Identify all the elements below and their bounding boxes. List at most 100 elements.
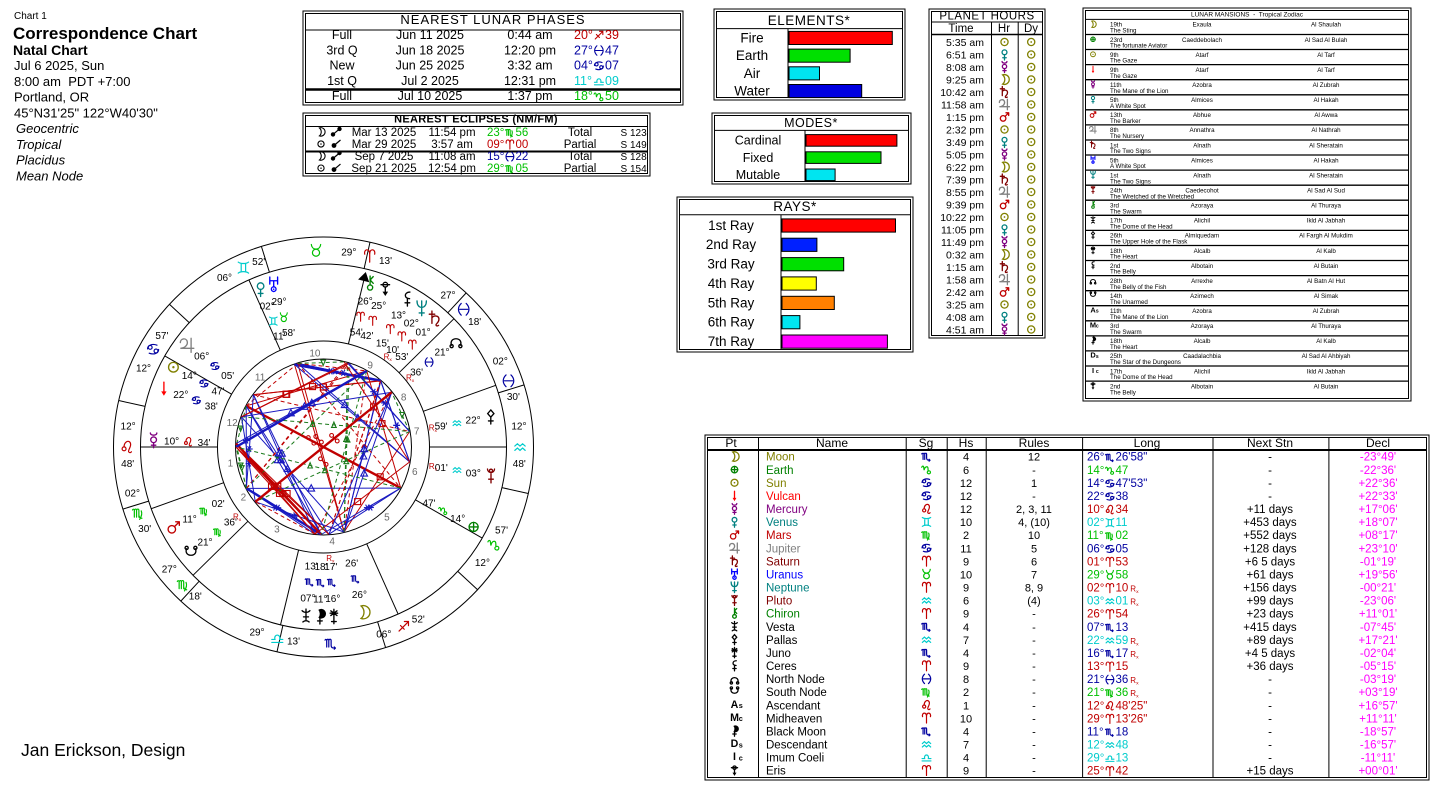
svg-text:Full: Full bbox=[332, 28, 352, 42]
svg-text:Caeddebolach: Caeddebolach bbox=[1182, 37, 1222, 44]
svg-text:Azimech: Azimech bbox=[1190, 293, 1214, 300]
svg-text:The Two Signs: The Two Signs bbox=[1110, 178, 1151, 185]
svg-text:Al Sad Al Bulah: Al Sad Al Bulah bbox=[1305, 37, 1348, 44]
svg-text:NEAREST ECLIPSES (NM/FM): NEAREST ECLIPSES (NM/FM) bbox=[394, 114, 558, 126]
svg-text:21°: 21° bbox=[1087, 674, 1104, 686]
svg-text:LUNAR MANSIONS - Tropical Zo: LUNAR MANSIONS - Tropical Zodiac bbox=[1191, 11, 1304, 18]
svg-text:7: 7 bbox=[963, 740, 969, 752]
svg-text:Long: Long bbox=[1134, 436, 1161, 450]
svg-text:-: - bbox=[1268, 713, 1272, 725]
svg-text:Al Sheratain: Al Sheratain bbox=[1309, 142, 1343, 149]
svg-text:7:39 pm: 7:39 pm bbox=[946, 175, 984, 187]
svg-text:-: - bbox=[1032, 766, 1036, 778]
svg-text:48: 48 bbox=[1116, 740, 1129, 752]
svg-text:6: 6 bbox=[963, 465, 969, 477]
svg-text:18°: 18° bbox=[574, 89, 593, 103]
svg-text:27°: 27° bbox=[162, 564, 177, 575]
svg-text:36': 36' bbox=[410, 368, 423, 379]
svg-text:+36 days: +36 days bbox=[1247, 661, 1294, 673]
svg-text:1: 1 bbox=[228, 459, 234, 470]
svg-text:03°: 03° bbox=[1087, 596, 1104, 608]
svg-text:54: 54 bbox=[1116, 609, 1129, 621]
svg-text:+19°56': +19°56' bbox=[1358, 570, 1397, 582]
svg-text:27°: 27° bbox=[440, 291, 455, 302]
svg-text:S 123: S 123 bbox=[621, 128, 648, 139]
svg-text:Jupiter: Jupiter bbox=[766, 543, 801, 555]
svg-text:Caadalachbia: Caadalachbia bbox=[1183, 353, 1221, 360]
svg-text:Al Nathrah: Al Nathrah bbox=[1311, 127, 1341, 134]
svg-text:47': 47' bbox=[422, 499, 435, 510]
svg-text:12: 12 bbox=[960, 491, 972, 503]
svg-text:Pallas: Pallas bbox=[766, 635, 798, 647]
svg-text:05: 05 bbox=[1116, 543, 1129, 555]
svg-text:Al Kalb: Al Kalb bbox=[1316, 338, 1336, 345]
svg-text:ELEMENTS*: ELEMENTS* bbox=[768, 13, 851, 28]
svg-text:Moon: Moon bbox=[766, 452, 795, 464]
svg-text:Geocentric: Geocentric bbox=[16, 121, 79, 136]
svg-text:9: 9 bbox=[963, 583, 969, 595]
svg-text:Partial: Partial bbox=[564, 163, 597, 175]
svg-text:47': 47' bbox=[211, 386, 224, 397]
svg-text:11:05 pm: 11:05 pm bbox=[941, 225, 984, 237]
svg-text:The Star of the Dungeons: The Star of the Dungeons bbox=[1110, 359, 1181, 366]
svg-text:The Mane of the Lion: The Mane of the Lion bbox=[1110, 314, 1169, 321]
svg-text:-: - bbox=[1032, 740, 1036, 752]
svg-text:14°: 14° bbox=[1087, 465, 1104, 477]
svg-text:4: 4 bbox=[963, 726, 969, 738]
svg-text:-: - bbox=[1268, 687, 1272, 699]
svg-text:47'53": 47'53" bbox=[1116, 478, 1148, 490]
svg-text:+08°17': +08°17' bbox=[1358, 530, 1397, 542]
svg-text:2nd Ray: 2nd Ray bbox=[706, 237, 757, 252]
svg-text:09°: 09° bbox=[487, 139, 504, 151]
svg-text:06°: 06° bbox=[376, 630, 391, 641]
svg-text:+453 days: +453 days bbox=[1243, 517, 1297, 529]
svg-text:The Upper Hole of the Flask: The Upper Hole of the Flask bbox=[1110, 239, 1188, 246]
svg-text:Azobra: Azobra bbox=[1192, 82, 1212, 89]
svg-text:1:37 pm: 1:37 pm bbox=[507, 89, 552, 103]
svg-text:27°: 27° bbox=[574, 43, 593, 57]
svg-text:I: I bbox=[1092, 366, 1094, 375]
svg-text:10:42 am: 10:42 am bbox=[940, 87, 984, 99]
svg-text:6: 6 bbox=[412, 467, 418, 478]
svg-text:22°: 22° bbox=[173, 390, 188, 401]
svg-text:Jun 18 2025: Jun 18 2025 bbox=[396, 43, 465, 57]
svg-text:Al Batn Al Hut: Al Batn Al Hut bbox=[1307, 278, 1345, 285]
svg-text:Time: Time bbox=[948, 23, 973, 35]
svg-text:+4 5 days: +4 5 days bbox=[1245, 648, 1295, 660]
svg-text:Tropical: Tropical bbox=[16, 137, 62, 152]
svg-text:Annathra: Annathra bbox=[1189, 127, 1215, 134]
svg-text:Black Moon: Black Moon bbox=[766, 726, 826, 738]
svg-text:Water: Water bbox=[734, 84, 770, 99]
svg-text:-03°19': -03°19' bbox=[1360, 674, 1396, 686]
svg-text:Azoraya: Azoraya bbox=[1191, 323, 1214, 330]
svg-text:-01°19': -01°19' bbox=[1360, 556, 1396, 568]
svg-text:Fire: Fire bbox=[740, 30, 763, 45]
svg-text:05: 05 bbox=[516, 163, 529, 175]
svg-text:6: 6 bbox=[1031, 556, 1037, 568]
svg-text:Correspondence Chart: Correspondence Chart bbox=[13, 24, 198, 43]
svg-text:47: 47 bbox=[605, 43, 619, 57]
svg-text:Sun: Sun bbox=[766, 478, 786, 490]
svg-text:36: 36 bbox=[1116, 674, 1129, 686]
svg-text:Sep 7 2025: Sep 7 2025 bbox=[355, 151, 414, 163]
svg-text:Juno: Juno bbox=[766, 648, 791, 660]
svg-text:3:32 am: 3:32 am bbox=[507, 59, 552, 73]
svg-text:22°: 22° bbox=[466, 416, 481, 427]
svg-text:12°: 12° bbox=[511, 421, 526, 432]
svg-text:The Heart: The Heart bbox=[1110, 344, 1138, 351]
svg-text:4: 4 bbox=[329, 537, 335, 548]
svg-text:+552 days: +552 days bbox=[1243, 530, 1297, 542]
svg-text:+17°21': +17°21' bbox=[1358, 635, 1397, 647]
svg-text:Al Hakah: Al Hakah bbox=[1313, 157, 1339, 164]
svg-text:2:32 pm: 2:32 pm bbox=[946, 125, 984, 137]
svg-text:42': 42' bbox=[360, 331, 373, 342]
svg-text:-16°57': -16°57' bbox=[1360, 740, 1396, 752]
svg-text:09: 09 bbox=[605, 74, 619, 88]
svg-text:00: 00 bbox=[516, 139, 529, 151]
svg-text:3:57 am: 3:57 am bbox=[431, 139, 473, 151]
svg-text:3:49 pm: 3:49 pm bbox=[946, 137, 984, 149]
svg-text:2: 2 bbox=[963, 687, 969, 699]
svg-text:Arrexhe: Arrexhe bbox=[1191, 278, 1213, 285]
svg-text:6:51 am: 6:51 am bbox=[946, 50, 984, 62]
svg-text:Total: Total bbox=[568, 151, 592, 163]
